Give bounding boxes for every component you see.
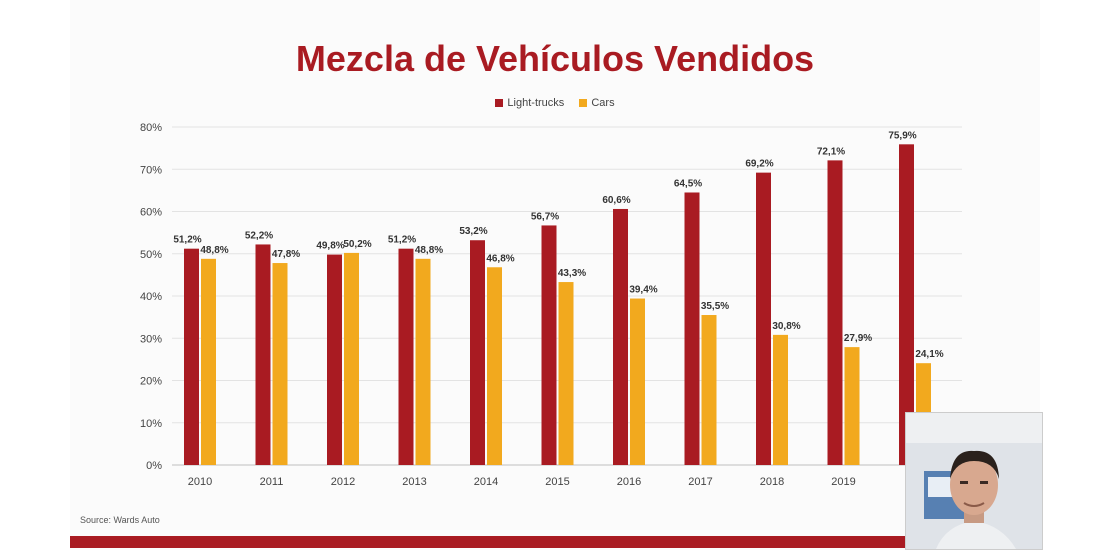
data-label: 43,3%: [558, 268, 586, 279]
x-tick-label: 2015: [545, 476, 569, 488]
bar-light-trucks: [899, 144, 914, 465]
bar-cars: [773, 334, 788, 465]
bar-cars: [201, 258, 216, 465]
legend-item-light-trucks: Light-trucks: [495, 97, 564, 109]
legend-item-cars: Cars: [579, 97, 615, 109]
bar-cars: [487, 267, 502, 465]
data-label: 51,2%: [173, 235, 201, 246]
x-tick-label: 2018: [760, 476, 784, 488]
bar-light-trucks: [756, 172, 771, 465]
data-label: 27,9%: [844, 333, 872, 344]
bar-light-trucks: [327, 254, 342, 465]
data-label: 51,2%: [388, 235, 416, 246]
data-label: 64,5%: [674, 178, 702, 189]
data-label: 72,1%: [817, 146, 845, 157]
bar-cars: [344, 252, 359, 465]
bar-light-trucks: [184, 248, 199, 465]
y-tick-label: 30%: [140, 333, 162, 345]
source-note: Source: Wards Auto: [80, 515, 160, 525]
legend: Light-trucks Cars: [70, 97, 1040, 109]
bar-light-trucks: [398, 248, 414, 465]
data-label: 48,8%: [200, 245, 228, 256]
data-label: 39,4%: [629, 285, 657, 296]
bar-cars: [415, 258, 431, 465]
legend-label-light-trucks: Light-trucks: [507, 97, 565, 109]
data-label: 24,1%: [915, 349, 943, 360]
bar-light-trucks: [827, 160, 843, 465]
legend-label-cars: Cars: [591, 97, 615, 109]
presenter-video: [906, 413, 1042, 549]
y-tick-label: 20%: [140, 376, 162, 388]
bar-cars: [272, 263, 288, 465]
data-label: 48,8%: [415, 245, 443, 256]
x-tick-label: 2017: [688, 476, 712, 488]
data-label: 30,8%: [772, 321, 800, 332]
x-tick-label: 2019: [831, 476, 855, 488]
y-tick-label: 50%: [140, 249, 162, 261]
data-label: 46,8%: [486, 253, 514, 264]
bar-cars: [558, 282, 574, 465]
legend-swatch-light-trucks: [495, 99, 504, 107]
slide: Mezcla de Vehículos Vendidos Light-truck…: [70, 0, 1040, 550]
y-tick-label: 80%: [140, 122, 162, 134]
data-label: 50,2%: [343, 239, 371, 250]
data-label: 75,9%: [888, 130, 916, 141]
chart-title: Mezcla de Vehículos Vendidos: [295, 38, 815, 79]
data-label: 69,2%: [745, 159, 773, 170]
data-label: 47,8%: [272, 249, 300, 260]
bar-cars: [701, 315, 717, 465]
x-tick-label: 2014: [474, 476, 498, 488]
y-tick-label: 0%: [146, 460, 162, 472]
x-tick-label: 2010: [188, 476, 212, 488]
x-tick-label: 2013: [402, 476, 426, 488]
data-label: 52,2%: [245, 230, 273, 241]
x-tick-label: 2011: [260, 476, 284, 488]
x-tick-label: 2012: [331, 476, 355, 488]
bar-light-trucks: [470, 240, 485, 465]
bar-chart: 0%10%20%30%40%50%60%70%80%51,2%48,8%2010…: [140, 122, 962, 488]
bar-cars: [630, 298, 645, 465]
data-label: 35,5%: [701, 301, 729, 312]
data-label: 56,7%: [531, 211, 559, 222]
y-tick-label: 40%: [140, 291, 162, 303]
legend-swatch-cars: [579, 99, 588, 107]
x-tick-label: 2016: [617, 476, 641, 488]
y-tick-label: 10%: [140, 418, 162, 430]
bar-light-trucks: [684, 192, 700, 466]
bar-light-trucks: [541, 225, 557, 465]
footer-bar: [70, 536, 1040, 548]
data-label: 49,8%: [316, 241, 344, 252]
data-label: 53,2%: [459, 226, 487, 237]
y-tick-label: 60%: [140, 207, 162, 219]
bar-light-trucks: [255, 244, 271, 465]
webcam-overlay: [905, 412, 1043, 550]
bar-light-trucks: [613, 208, 628, 465]
y-tick-label: 70%: [140, 164, 162, 176]
data-label: 60,6%: [602, 195, 630, 206]
bar-cars: [844, 347, 860, 465]
